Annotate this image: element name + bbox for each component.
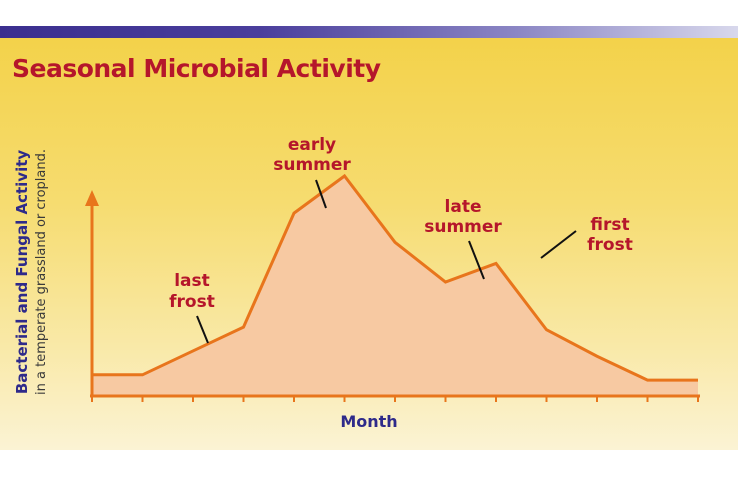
annotation-leader <box>196 315 209 344</box>
activity-area <box>92 176 698 396</box>
annotation-text: early <box>288 135 336 155</box>
annotation-text: frost <box>587 235 633 255</box>
annotation-leader <box>468 240 485 280</box>
annotation-text: first <box>590 215 629 235</box>
annotation-text: summer <box>273 155 351 175</box>
annotation-leader <box>315 179 327 209</box>
x-axis-label: Month <box>340 412 397 431</box>
annotation-leader <box>540 230 577 259</box>
top-color-bar <box>0 26 738 38</box>
annotation-text: late <box>445 197 482 217</box>
annotation-text: summer <box>424 217 502 237</box>
chart-title: Seasonal Microbial Activity <box>12 54 381 83</box>
y-axis-arrow <box>85 190 99 206</box>
y-axis-sublabel: in a temperate grassland or cropland. <box>34 149 49 395</box>
y-axis-label: Bacterial and Fungal Activity <box>13 150 31 395</box>
activity-line <box>92 173 698 382</box>
annotation-text: frost <box>169 292 215 312</box>
annotation-text: last <box>174 271 210 291</box>
